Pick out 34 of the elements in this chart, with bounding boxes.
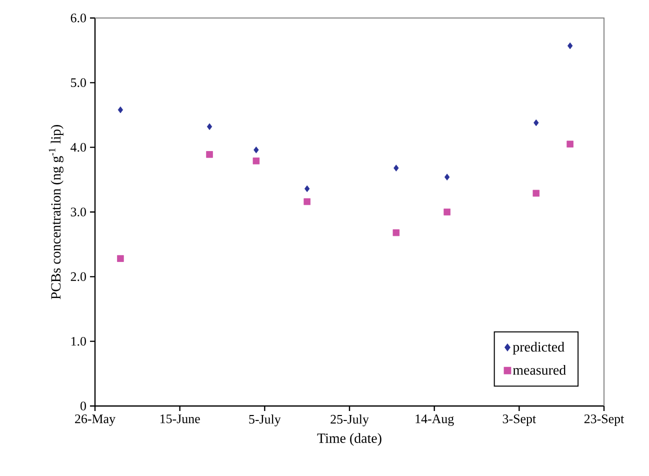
x-tick-label: 14-Aug [416, 414, 454, 426]
point [118, 106, 124, 114]
point [206, 123, 212, 130]
x-tick-label: 3-Sept [502, 414, 536, 426]
point [304, 185, 310, 192]
point [117, 255, 124, 262]
x-tick-label: 23-Sept [584, 414, 624, 426]
x-tick-label: 5-July [249, 414, 281, 426]
point [304, 198, 310, 206]
legend-label: measured [512, 364, 566, 375]
legend-label: predicted [512, 342, 564, 354]
y-tick-label: 0 [80, 402, 86, 410]
point [444, 174, 450, 180]
y-tick-label: 4.0 [70, 142, 86, 152]
x-axis-title: Time (date) [317, 433, 382, 446]
point [394, 164, 399, 172]
point [444, 208, 450, 216]
x-tick-label: 15-June [160, 414, 200, 424]
point [567, 42, 573, 50]
point [566, 140, 574, 148]
x-tick-label: 26-May [75, 414, 116, 426]
y-tick-label: 5.0 [71, 78, 86, 88]
point [534, 119, 539, 126]
point [252, 158, 260, 164]
point [392, 229, 400, 236]
x-tick-label: 25-July [330, 414, 369, 426]
y-tick-label: 6.0 [70, 14, 86, 22]
y-tick-label: 3.0 [70, 208, 86, 216]
y-tick-label: 2.0 [70, 272, 86, 282]
point [532, 190, 540, 197]
point [254, 146, 259, 154]
y-axis-title: PCBs concentration (ng g$^{-1}$ lip) [48, 125, 64, 300]
y-tick-label: 1.0 [71, 336, 86, 346]
point [206, 151, 213, 158]
